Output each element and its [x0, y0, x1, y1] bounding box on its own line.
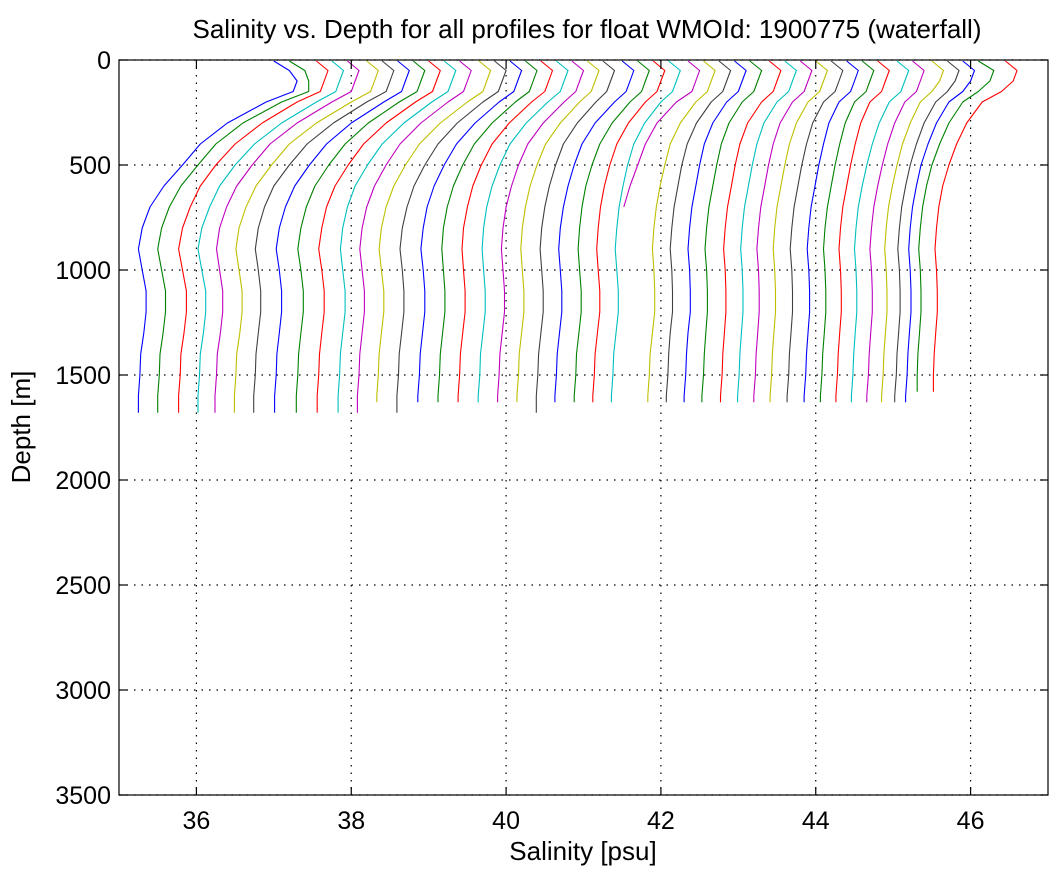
- y-tick-label: 1500: [55, 362, 111, 390]
- profile-line-14: [396, 60, 507, 413]
- x-tick-label: 46: [957, 807, 985, 835]
- y-axis-label: Depth [m]: [6, 371, 36, 484]
- profile-line-38: [835, 60, 890, 403]
- x-axis-label: Salinity [psu]: [509, 836, 656, 866]
- x-tick-label: 38: [337, 807, 365, 835]
- profile-lines: [137, 60, 1018, 413]
- profile-line-19: [497, 60, 585, 403]
- x-tick-label: 40: [492, 807, 520, 835]
- grid: [119, 59, 1048, 796]
- profile-line-33: [753, 60, 813, 403]
- y-tick-label: 0: [97, 47, 111, 75]
- profile-line-24: [592, 60, 666, 403]
- profile-line-20: [516, 60, 600, 403]
- profile-line-35: [786, 60, 844, 403]
- profile-line-30: [701, 60, 763, 403]
- profile-line-43: [905, 60, 976, 403]
- profile-line-31: [719, 60, 782, 403]
- profile-line-26: [623, 60, 701, 208]
- profile-line-40: [866, 60, 925, 403]
- profile-line-10: [316, 60, 441, 413]
- profile-line-16: [437, 60, 538, 403]
- y-tick-label: 2000: [55, 467, 111, 495]
- profile-line-13: [376, 60, 492, 403]
- profile-line-17: [457, 60, 554, 403]
- x-tick-label: 42: [647, 807, 675, 835]
- tick-labels: 36 38 40 42 44 46 0 500 1000 1500 2000 2500 3000 3500: [55, 47, 984, 835]
- profile-line-15: [417, 60, 523, 403]
- x-tick-label: 44: [802, 807, 830, 835]
- profile-line-21: [535, 60, 616, 413]
- profile-line-5: [214, 60, 360, 413]
- profile-line-4: [197, 60, 345, 413]
- profile-line-6: [233, 60, 379, 413]
- profile-line-28: [665, 60, 732, 403]
- profile-line-12: [356, 60, 472, 413]
- profile-line-9: [295, 60, 426, 413]
- y-tick-label: 3500: [55, 782, 111, 810]
- profile-line-25: [610, 60, 681, 403]
- profile-line-41: [881, 60, 945, 403]
- profile-line-45: [932, 60, 1018, 392]
- y-tick-label: 1000: [55, 257, 111, 285]
- chart-title: Salinity vs. Depth for all profiles for …: [193, 14, 982, 44]
- profile-line-34: [769, 60, 828, 403]
- profile-line-22: [554, 60, 635, 403]
- profile-line-44: [916, 60, 995, 392]
- profile-line-42: [894, 60, 960, 403]
- profile-line-29: [683, 60, 747, 403]
- profile-line-37: [819, 60, 875, 403]
- profile-line-32: [737, 60, 797, 403]
- profile-line-11: [337, 60, 457, 413]
- profile-line-2: [157, 60, 310, 413]
- profile-line-3: [178, 60, 329, 413]
- y-tick-label: 3000: [55, 677, 111, 705]
- x-tick-label: 36: [183, 807, 211, 835]
- profile-line-18: [477, 60, 569, 403]
- profile-line-7: [253, 60, 395, 413]
- axes-frame: [118, 59, 1049, 796]
- y-tick-label: 2500: [55, 572, 111, 600]
- y-tick-label: 500: [69, 152, 111, 180]
- profile-line-36: [803, 60, 859, 403]
- profile-line-23: [573, 60, 650, 403]
- profile-line-27: [647, 60, 716, 403]
- profile-line-39: [850, 60, 910, 403]
- profile-line-1: [137, 60, 298, 413]
- profile-line-8: [274, 60, 410, 413]
